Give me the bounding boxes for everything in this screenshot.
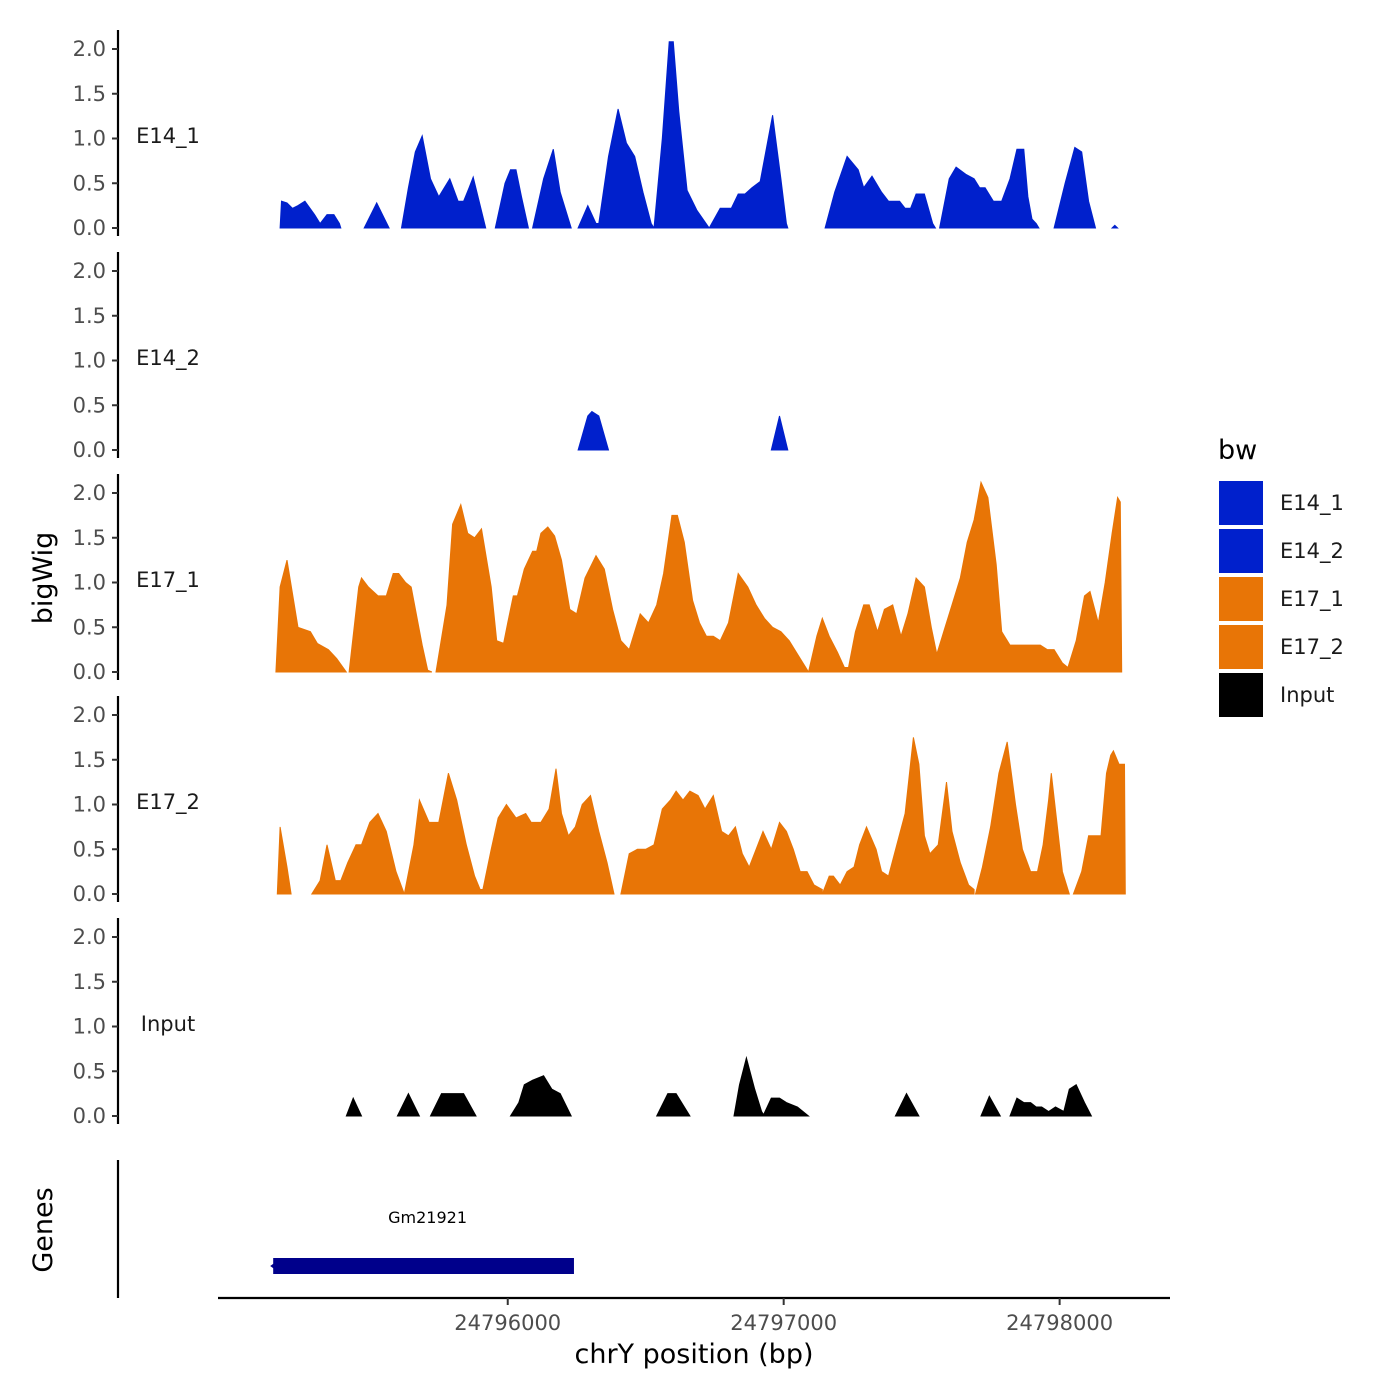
- track-label: E17_2: [136, 790, 200, 815]
- tracks-layer: 0.0 0.5 1.0 1.5 2.0 E14_1 0.0 0.5 1.0 1.5 2.0 E14_2…: [73, 30, 1126, 1128]
- y-tick-label: 2.0: [73, 925, 106, 949]
- y-tick-label: 1.0: [73, 793, 106, 817]
- legend-title: bw: [1218, 435, 1257, 466]
- track-E14_2: 0.0 0.5 1.0 1.5 2.0 E14_2: [73, 252, 789, 462]
- y-tick-label: 0.0: [73, 882, 106, 906]
- y-tick-label: 1.0: [73, 349, 106, 373]
- signal-area: [1009, 1083, 1093, 1117]
- track-Input: 0.0 0.5 1.0 1.5 2.0 Input: [73, 918, 1093, 1128]
- signal-area: [620, 790, 823, 895]
- track-E17_2: 0.0 0.5 1.0 1.5 2.0 E17_2: [73, 696, 1126, 906]
- y-tick-label: 2.0: [73, 259, 106, 283]
- y-tick-label: 0.5: [73, 1059, 106, 1083]
- signal-area: [894, 1092, 920, 1117]
- track-label: Input: [141, 1012, 195, 1036]
- legend-key: [1217, 527, 1265, 575]
- y-tick-label: 2.0: [73, 481, 106, 505]
- legend: bw E14_1 E14_2 E17_1 E17_2 Input: [1217, 435, 1344, 719]
- y-tick-label: 1.0: [73, 127, 106, 151]
- x-tick-label: 24797000: [730, 1311, 837, 1335]
- legend-key: [1217, 671, 1265, 719]
- signal-area: [824, 155, 937, 229]
- signal-area: [653, 41, 711, 229]
- signal-area: [279, 200, 342, 229]
- y-tick-label: 0.5: [73, 171, 106, 195]
- y-tick-label: 1.0: [73, 571, 106, 595]
- x-axis: 24796000 24797000 24798000: [218, 1296, 1170, 1335]
- signal-area: [708, 115, 789, 229]
- signal-area: [974, 741, 1070, 895]
- signal-area: [275, 559, 348, 673]
- y-tick-label: 1.5: [73, 82, 106, 106]
- y-tick-label: 1.0: [73, 1015, 106, 1039]
- legend-label: E17_2: [1280, 635, 1344, 660]
- y-tick-label: 1.5: [73, 970, 106, 994]
- x-tick-label: 24796000: [454, 1311, 561, 1335]
- signal-area: [531, 149, 572, 229]
- signal-area: [938, 148, 1040, 229]
- signal-area: [821, 737, 975, 895]
- signal-area: [807, 480, 1123, 673]
- signal-area: [1072, 749, 1126, 895]
- y-tick-label: 0.0: [73, 216, 106, 240]
- signal-area: [348, 573, 433, 673]
- signal-area: [655, 1093, 691, 1117]
- signal-area: [577, 410, 610, 451]
- legend-key: [1217, 479, 1265, 527]
- y-tick-label: 0.5: [73, 837, 106, 861]
- signal-area: [770, 415, 789, 451]
- signal-area: [509, 1075, 573, 1117]
- track-label: E14_2: [136, 346, 200, 371]
- legend-label: Input: [1280, 683, 1334, 707]
- signal-area: [310, 812, 406, 895]
- legend-key: [1217, 623, 1265, 671]
- gene-body: [273, 1258, 574, 1274]
- y-tick-label: 1.5: [73, 304, 106, 328]
- signal-area: [429, 1093, 477, 1117]
- strand-arrow-icon: [270, 1261, 278, 1271]
- signal-area: [396, 1092, 421, 1117]
- y-tick-label: 0.0: [73, 1104, 106, 1128]
- signal-area: [435, 502, 810, 673]
- x-axis-title: chrY position (bp): [574, 1339, 813, 1370]
- signal-area: [494, 169, 530, 229]
- signal-area: [577, 108, 655, 229]
- y-tick-label: 1.5: [73, 526, 106, 550]
- gene-label: Gm21921: [388, 1208, 467, 1227]
- signal-area: [733, 1055, 766, 1117]
- legend-label: E17_1: [1280, 587, 1344, 612]
- legend-label: E14_1: [1280, 491, 1344, 516]
- track-E17_1: 0.0 0.5 1.0 1.5 2.0 E17_1: [73, 474, 1123, 684]
- gene-axis-title: Genes: [28, 1187, 59, 1272]
- legend-label: E14_2: [1280, 539, 1344, 564]
- signal-area: [345, 1096, 363, 1117]
- track-label: E14_1: [136, 124, 200, 149]
- legend-key: [1217, 575, 1265, 623]
- y-tick-label: 0.0: [73, 438, 106, 462]
- signal-area: [276, 826, 292, 895]
- gene-track: Gm21921: [116, 1160, 574, 1298]
- signal-area: [363, 201, 390, 229]
- signal-area: [1110, 224, 1119, 229]
- y-tick-label: 0.5: [73, 615, 106, 639]
- signal-area: [980, 1095, 1002, 1117]
- y-tick-label: 0.5: [73, 393, 106, 417]
- y-tick-label: 0.0: [73, 660, 106, 684]
- signal-area: [762, 1097, 810, 1117]
- y-tick-label: 1.5: [73, 748, 106, 772]
- y-axis-title: bigWig: [28, 532, 59, 625]
- y-tick-label: 2.0: [73, 703, 106, 727]
- y-tick-label: 2.0: [73, 37, 106, 61]
- track-E14_1: 0.0 0.5 1.0 1.5 2.0 E14_1: [73, 30, 1119, 240]
- signal-area: [403, 768, 615, 895]
- x-tick-label: 24798000: [1006, 1311, 1113, 1335]
- signal-area: [400, 134, 487, 229]
- track-label: E17_1: [136, 568, 200, 593]
- signal-area: [1053, 146, 1097, 229]
